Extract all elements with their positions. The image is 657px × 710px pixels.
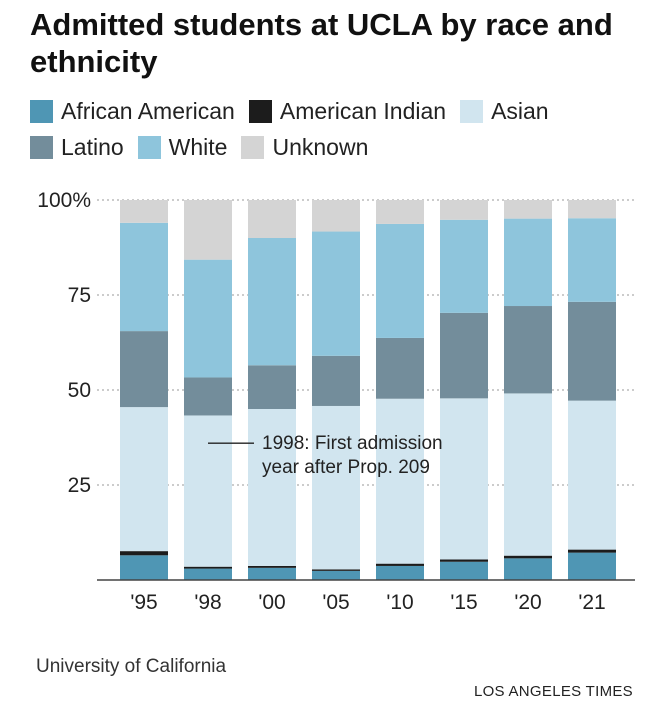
x-tick-label-5: '15 <box>450 591 477 614</box>
legend-row-1: African American American Indian Asian <box>30 93 650 129</box>
bar-segment-american-indian-4 <box>376 563 424 566</box>
bar-segment-asian-6 <box>504 393 552 556</box>
legend: African American American Indian Asian L… <box>30 93 650 165</box>
bar-segment-unknown-6 <box>504 200 552 219</box>
bar-segment-unknown-3 <box>312 200 360 232</box>
bar-segment-asian-0 <box>120 407 168 552</box>
x-tick-label-1: '98 <box>194 591 221 614</box>
bar-segment-white-4 <box>376 223 424 338</box>
x-tick-label-2: '00 <box>258 591 285 614</box>
y-tick-label-75: 75 <box>68 284 91 307</box>
bar-segment-white-7 <box>568 218 616 302</box>
bar-segment-asian-1 <box>184 415 232 567</box>
source-note: University of California <box>36 656 227 677</box>
bar-segment-american-indian-1 <box>184 566 232 569</box>
legend-swatch-african-american <box>30 99 53 123</box>
bar-segment-american-indian-5 <box>440 559 488 562</box>
bar-segment-latino-0 <box>120 331 168 408</box>
bar-segment-asian-4 <box>376 398 424 564</box>
legend-label-latino: Latino <box>61 133 124 160</box>
legend-label-african-american: African American <box>61 97 235 124</box>
bar-segment-latino-3 <box>312 355 360 406</box>
y-tick-label-25: 25 <box>68 474 91 497</box>
legend-swatch-american-indian <box>248 99 272 123</box>
bar-segment-white-1 <box>184 259 232 378</box>
bar-segment-latino-5 <box>440 312 488 399</box>
bar-segment-african-american-1 <box>184 568 232 580</box>
bar-segment-latino-2 <box>248 365 296 409</box>
gridlines: 25 50 75 100% <box>37 189 635 497</box>
bar-segment-unknown-1 <box>184 200 232 260</box>
legend-label-white: White <box>168 133 228 160</box>
legend-item-unknown: Unknown <box>241 134 368 161</box>
bar-segment-white-6 <box>504 218 552 307</box>
bar-segment-african-american-3 <box>312 570 360 580</box>
bar-segment-african-american-4 <box>376 565 424 580</box>
bar-segment-latino-7 <box>568 301 616 401</box>
bar-segment-african-american-5 <box>440 561 488 580</box>
bar-segment-american-indian-7 <box>568 549 616 553</box>
x-tick-label-0: '95 <box>130 591 157 614</box>
bar-segment-asian-3 <box>312 405 360 570</box>
bar-segment-asian-7 <box>568 400 616 550</box>
bar-segment-african-american-0 <box>120 555 168 580</box>
x-tick-label-6: '20 <box>514 591 541 614</box>
bar-segment-unknown-4 <box>376 200 424 224</box>
bar-segment-american-indian-3 <box>312 569 360 571</box>
bar-segment-american-indian-2 <box>248 565 296 568</box>
bar-segment-white-5 <box>440 219 488 313</box>
bar-segment-latino-4 <box>376 337 424 399</box>
legend-item-african-american: African American <box>30 98 235 125</box>
x-tick-label-7: '21 <box>578 591 605 614</box>
legend-item-american-indian: American Indian <box>248 97 447 125</box>
legend-label-american-indian: American Indian <box>279 97 447 124</box>
bars: '95 '98 '00 '05 '10 '15 '20 '21 <box>120 200 616 614</box>
legend-row-2: Latino White Unknown <box>30 129 650 165</box>
bar-segment-unknown-5 <box>440 200 488 220</box>
legend-item-latino: Latino <box>30 134 124 161</box>
stacked-bar-chart: 25 50 75 100% '95 '98 '00 '05 '10 '15 '20 '21 1998… <box>37 189 635 614</box>
y-tick-label-100: 100% <box>37 189 91 212</box>
legend-swatch-asian <box>460 99 484 123</box>
legend-label-unknown: Unknown <box>272 133 369 160</box>
chart-title: Admitted students at UCLA by race and et… <box>30 7 613 79</box>
bar-segment-white-2 <box>248 238 296 366</box>
bar-segment-american-indian-6 <box>504 555 552 559</box>
legend-item-asian: Asian <box>460 98 549 125</box>
bar-segment-latino-1 <box>184 377 232 416</box>
annotation-line-2: year after Prop. 209 <box>262 457 430 478</box>
annotation: 1998: First admission year after Prop. 2… <box>208 433 443 478</box>
annotation-line-1: 1998: First admission <box>262 433 443 454</box>
legend-item-white: White <box>137 133 228 161</box>
x-tick-label-3: '05 <box>322 591 349 614</box>
bar-segment-latino-6 <box>504 306 552 394</box>
legend-swatch-latino <box>30 135 53 159</box>
bar-segment-african-american-7 <box>568 552 616 580</box>
legend-swatch-white <box>137 135 161 159</box>
credit-line: LOS ANGELES TIMES <box>473 683 633 700</box>
legend-swatch-unknown <box>241 135 265 159</box>
bar-segment-african-american-6 <box>504 558 552 580</box>
x-tick-label-4: '10 <box>386 591 413 614</box>
bar-segment-american-indian-0 <box>120 551 168 556</box>
bar-segment-asian-5 <box>440 398 488 560</box>
bar-segment-unknown-0 <box>120 200 168 223</box>
bar-segment-asian-2 <box>248 409 296 566</box>
legend-label-asian: Asian <box>491 97 549 124</box>
bar-segment-white-0 <box>120 222 168 332</box>
y-tick-label-50: 50 <box>68 379 91 402</box>
bar-segment-unknown-7 <box>568 200 616 219</box>
bar-segment-white-3 <box>312 231 360 356</box>
bar-segment-african-american-2 <box>248 567 296 580</box>
bar-segment-unknown-2 <box>248 200 296 238</box>
